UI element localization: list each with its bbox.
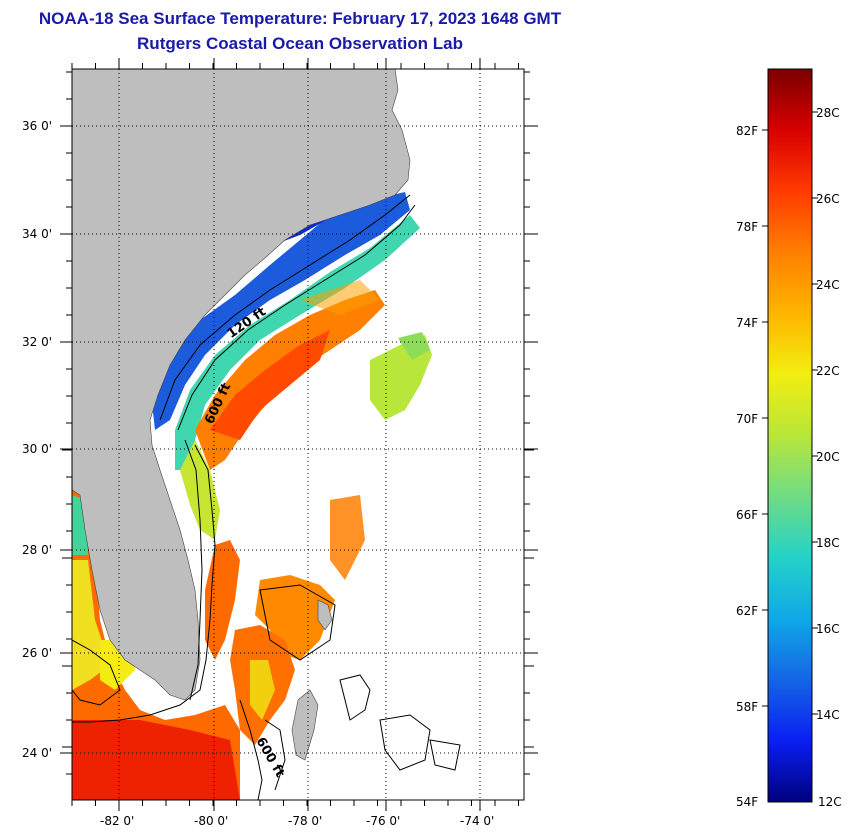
bathymetry-contours (72, 194, 461, 800)
cb-label-74F: 74F (736, 316, 758, 330)
cb-label-16C: 16C (816, 622, 840, 636)
lat-label-30: 30 0' (22, 442, 52, 456)
cb-label-12C: 12C (818, 795, 842, 809)
lon-label-74: -74 0' (460, 814, 494, 828)
longitude-labels: -82 0' -80 0' -78 0' -76 0' -74 0' (100, 814, 494, 828)
cb-label-54F: 54F (736, 795, 758, 809)
latitude-labels: 36 0' 34 0' 32 0' 30 0' 28 0' 26 0' 24 0… (22, 119, 52, 760)
lat-label-24: 24 0' (22, 746, 52, 760)
cb-label-26C: 26C (816, 192, 840, 206)
map-panel: 120 ft 600 ft 600 ft (72, 69, 524, 800)
graticule (72, 69, 524, 800)
cb-label-20C: 20C (816, 450, 840, 464)
lat-label-36: 36 0' (22, 119, 52, 133)
lat-label-32: 32 0' (22, 335, 52, 349)
cb-label-24C: 24C (816, 278, 840, 292)
lat-label-34: 34 0' (22, 227, 52, 241)
cb-label-14C: 14C (816, 708, 840, 722)
colorbar-ramp (767, 68, 813, 803)
cb-label-62F: 62F (736, 604, 758, 618)
cb-label-78F: 78F (736, 220, 758, 234)
lon-label-80: -80 0' (194, 814, 228, 828)
cb-label-70F: 70F (736, 412, 758, 426)
cb-label-28C: 28C (816, 106, 840, 120)
map-title: NOAA-18 Sea Surface Temperature: Februar… (38, 9, 562, 28)
axis-ticks (60, 58, 538, 811)
cb-label-66F: 66F (736, 508, 758, 522)
map-subtitle: Rutgers Coastal Ocean Observation Lab (137, 34, 463, 53)
lon-label-82: -82 0' (100, 814, 134, 828)
cb-label-58F: 58F (736, 700, 758, 714)
cb-label-82F: 82F (736, 124, 758, 138)
cb-label-22C: 22C (816, 364, 840, 378)
sst-data (72, 192, 432, 800)
lon-label-76: -76 0' (366, 814, 400, 828)
lon-label-78: -78 0' (288, 814, 322, 828)
map-frame (71, 68, 525, 801)
lat-label-26: 26 0' (22, 646, 52, 660)
temperature-colorbar: 82F 78F 74F 70F 66F 62F 58F 54F 28C 26C … (736, 68, 842, 809)
lat-label-28: 28 0' (22, 543, 52, 557)
cb-label-18C: 18C (816, 536, 840, 550)
